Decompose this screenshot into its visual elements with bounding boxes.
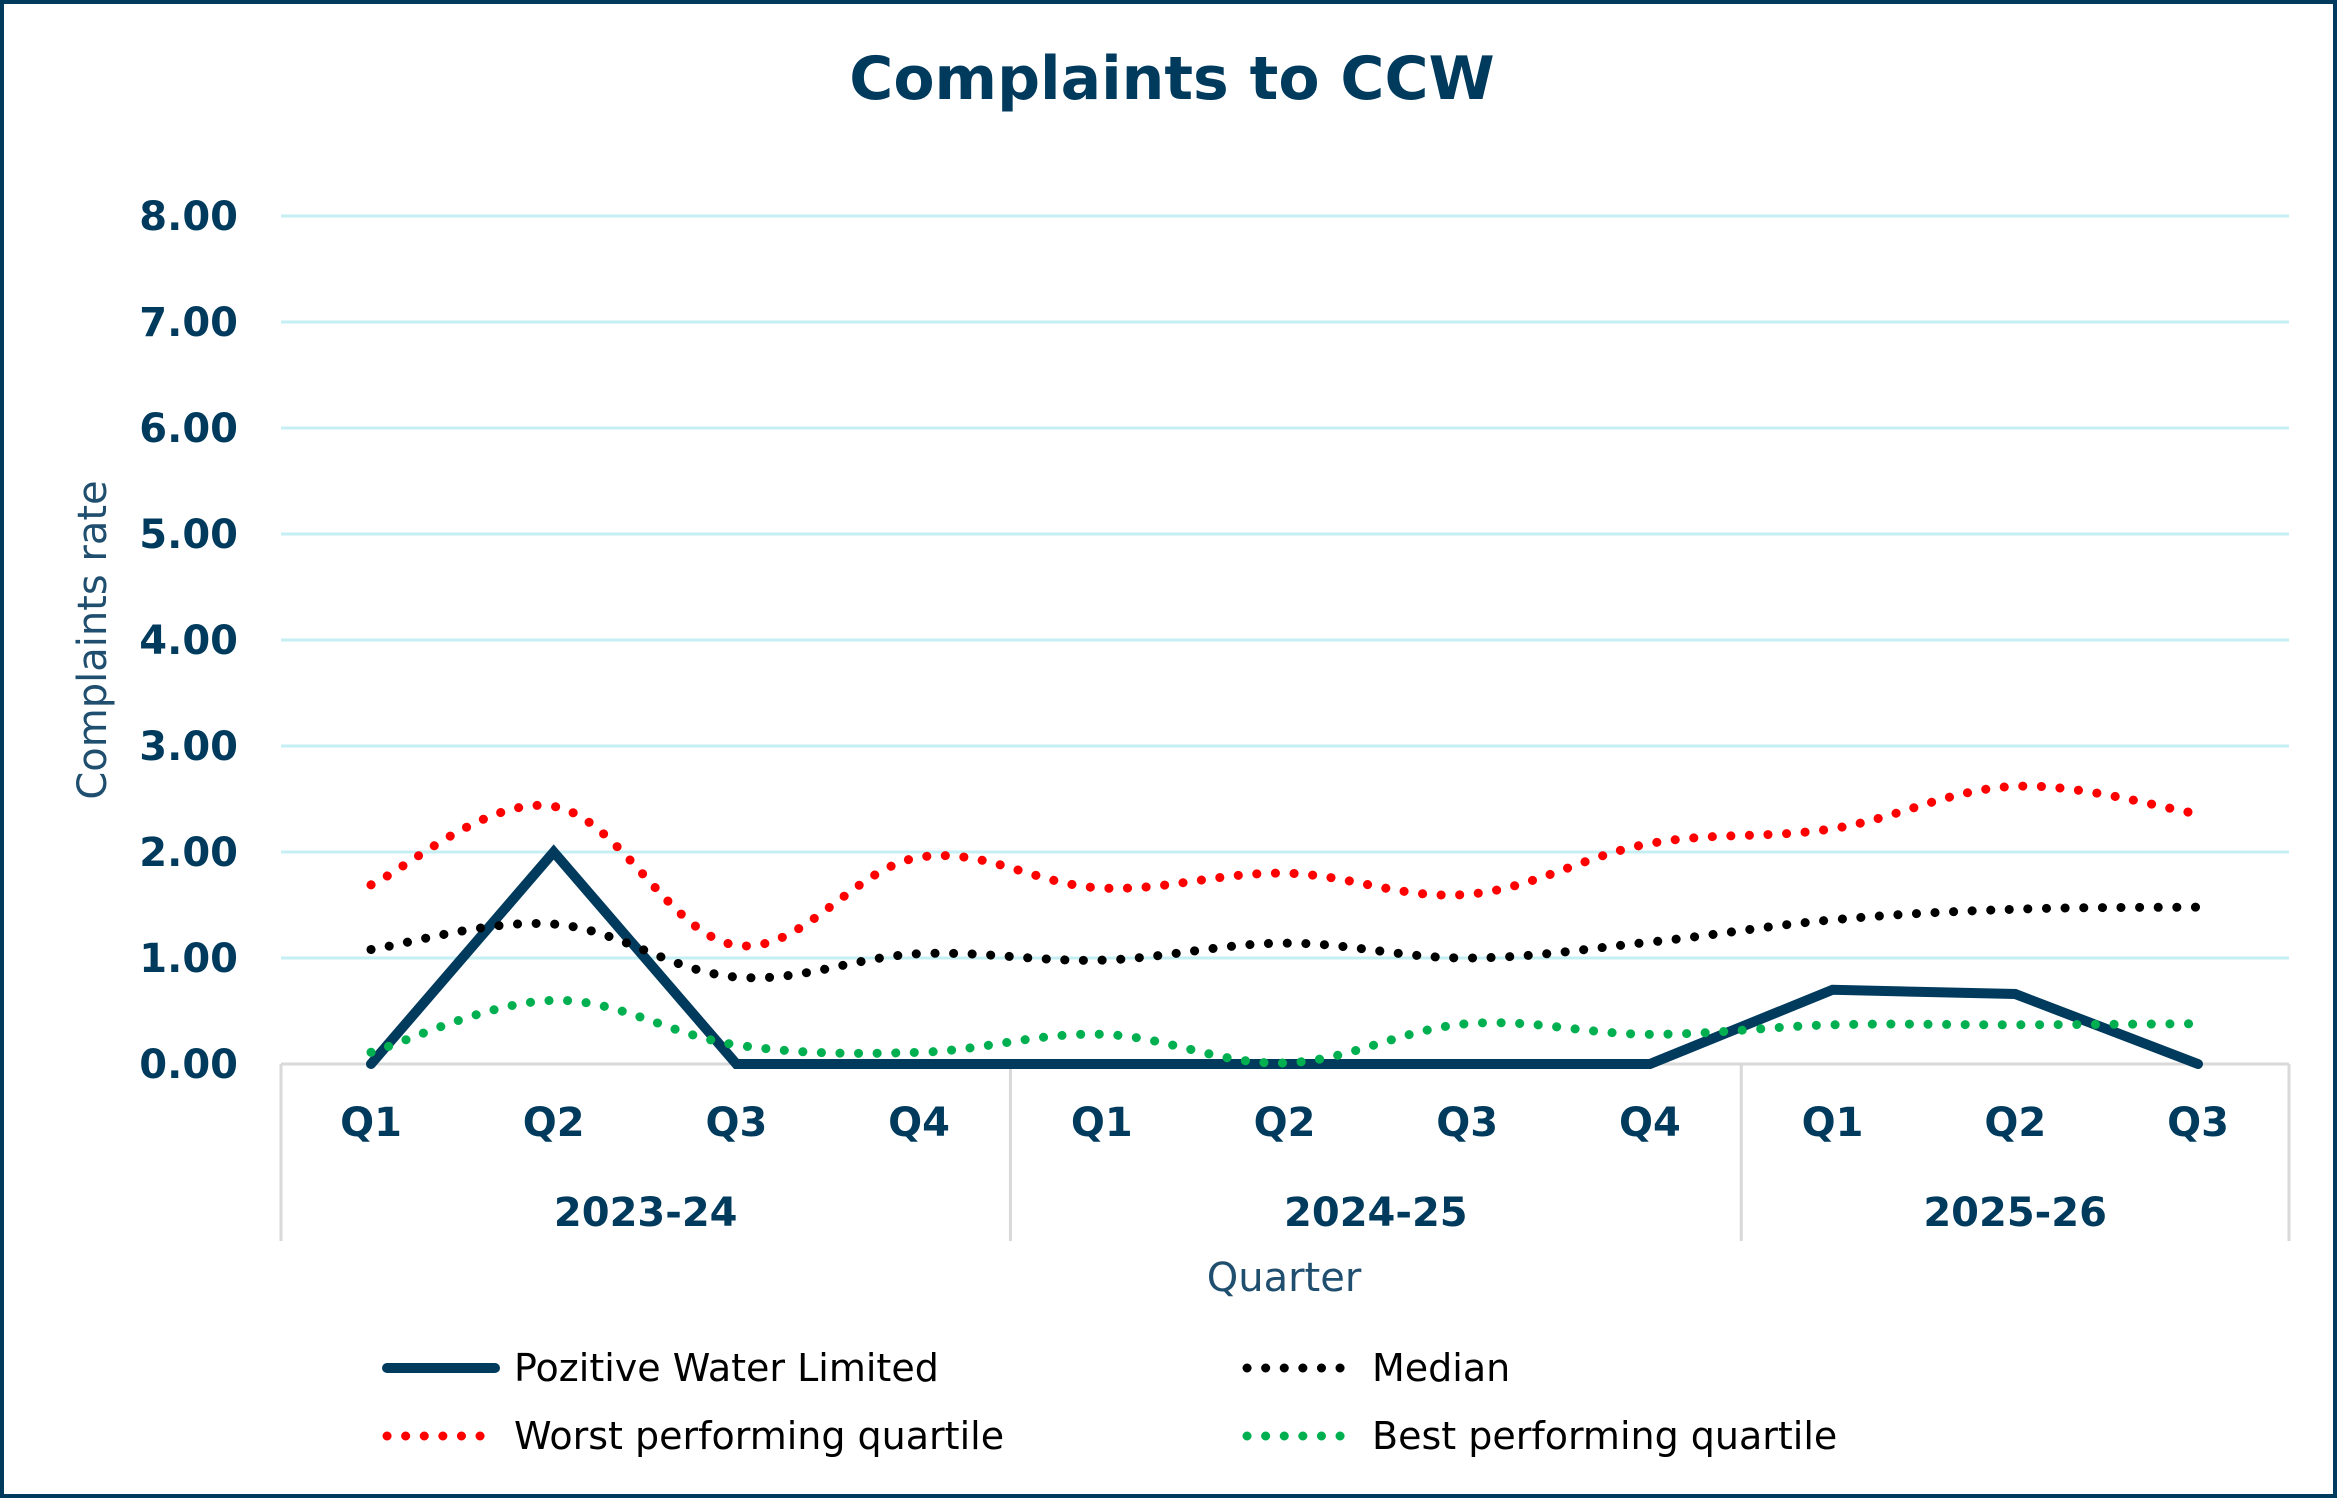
x-group-label: 2024-25 bbox=[1284, 1190, 1468, 1236]
x-tick-label: Q2 bbox=[1254, 1100, 1316, 1146]
legend-label: Median bbox=[1372, 1346, 1510, 1390]
x-tick-label: Q3 bbox=[1436, 1100, 1498, 1146]
data-point-worst-performing-quartile bbox=[2197, 813, 2199, 815]
data-point-best-performing-quartile bbox=[735, 1044, 737, 1046]
y-tick-label: 3.00 bbox=[139, 724, 238, 770]
legend-item-median: Median bbox=[1242, 1346, 1510, 1390]
y-tick-label: 6.00 bbox=[139, 406, 238, 452]
data-point-best-performing-quartile bbox=[2014, 1024, 2016, 1026]
legend: Pozitive Water Limited Median Worst perfor… bbox=[382, 1346, 1837, 1458]
x-tick-label: Q1 bbox=[1071, 1100, 1133, 1146]
y-tick-label: 4.00 bbox=[139, 618, 238, 664]
data-point-best-performing-quartile bbox=[2197, 1023, 2199, 1025]
y-tick-label: 2.00 bbox=[139, 830, 238, 876]
series-lines bbox=[366, 781, 2203, 1069]
legend-label: Worst performing quartile bbox=[514, 1414, 1004, 1458]
x-axis: 2023-24 2024-25 2025-26 Q1 Q2 Q3 Q4 Q1 Q2 Q3 Q4 Q1 Q… bbox=[279, 1062, 2291, 1241]
line-chart: Complaints to CCW 0.00 1.00 2.00 3.00 4.00 5.… bbox=[70, 44, 2291, 1458]
y-axis-title: Complaints rate bbox=[70, 480, 116, 799]
legend-item-pozitive-water-limited: Pozitive Water Limited bbox=[382, 1346, 939, 1390]
series-line-median bbox=[366, 902, 2203, 983]
x-tick-label: Q4 bbox=[1619, 1100, 1681, 1146]
x-group-label: 2025-26 bbox=[1923, 1190, 2107, 1236]
data-point-median bbox=[1649, 941, 1651, 943]
x-tick-label: Q1 bbox=[1802, 1100, 1864, 1146]
legend-label: Pozitive Water Limited bbox=[514, 1346, 939, 1390]
legend-item-worst-performing-quartile: Worst performing quartile bbox=[382, 1414, 1004, 1458]
y-tick-label: 1.00 bbox=[139, 936, 238, 982]
data-point-worst-performing-quartile bbox=[735, 944, 737, 946]
data-point-worst-performing-quartile bbox=[1284, 872, 1286, 874]
data-point-median bbox=[2014, 908, 2016, 910]
chart-title: Complaints to CCW bbox=[849, 44, 1494, 114]
x-tick-label: Q3 bbox=[705, 1100, 767, 1146]
x-tick-label: Q4 bbox=[888, 1100, 950, 1146]
series-line-best-performing-quartile bbox=[366, 995, 2203, 1068]
data-point-worst-performing-quartile bbox=[1466, 893, 1468, 895]
data-point-worst-performing-quartile bbox=[1832, 828, 1834, 830]
y-axis-ticks: 0.00 1.00 2.00 3.00 4.00 5.00 6.00 7.00 8.00 bbox=[139, 194, 238, 1088]
gridlines bbox=[281, 214, 2289, 960]
x-tick-label: Q2 bbox=[523, 1100, 585, 1146]
legend-label: Best performing quartile bbox=[1372, 1414, 1837, 1458]
series-line-worst-performing-quartile bbox=[366, 781, 2203, 951]
data-point-worst-performing-quartile bbox=[918, 856, 920, 858]
y-tick-label: 8.00 bbox=[139, 194, 238, 240]
data-point-worst-performing-quartile bbox=[2014, 785, 2016, 787]
y-tick-label: 5.00 bbox=[139, 512, 238, 558]
x-tick-label: Q2 bbox=[1984, 1100, 2046, 1146]
x-tick-label: Q3 bbox=[2167, 1100, 2229, 1146]
x-axis-title: Quarter bbox=[1207, 1255, 1362, 1301]
data-point-worst-performing-quartile bbox=[1649, 843, 1651, 845]
data-point-worst-performing-quartile bbox=[1101, 887, 1103, 889]
data-point-median bbox=[1832, 919, 1834, 921]
x-group-label: 2023-24 bbox=[554, 1190, 738, 1236]
y-tick-label: 7.00 bbox=[139, 300, 238, 346]
legend-item-best-performing-quartile: Best performing quartile bbox=[1242, 1414, 1837, 1458]
y-tick-label: 0.00 bbox=[139, 1042, 238, 1088]
x-tick-label: Q1 bbox=[340, 1100, 402, 1146]
